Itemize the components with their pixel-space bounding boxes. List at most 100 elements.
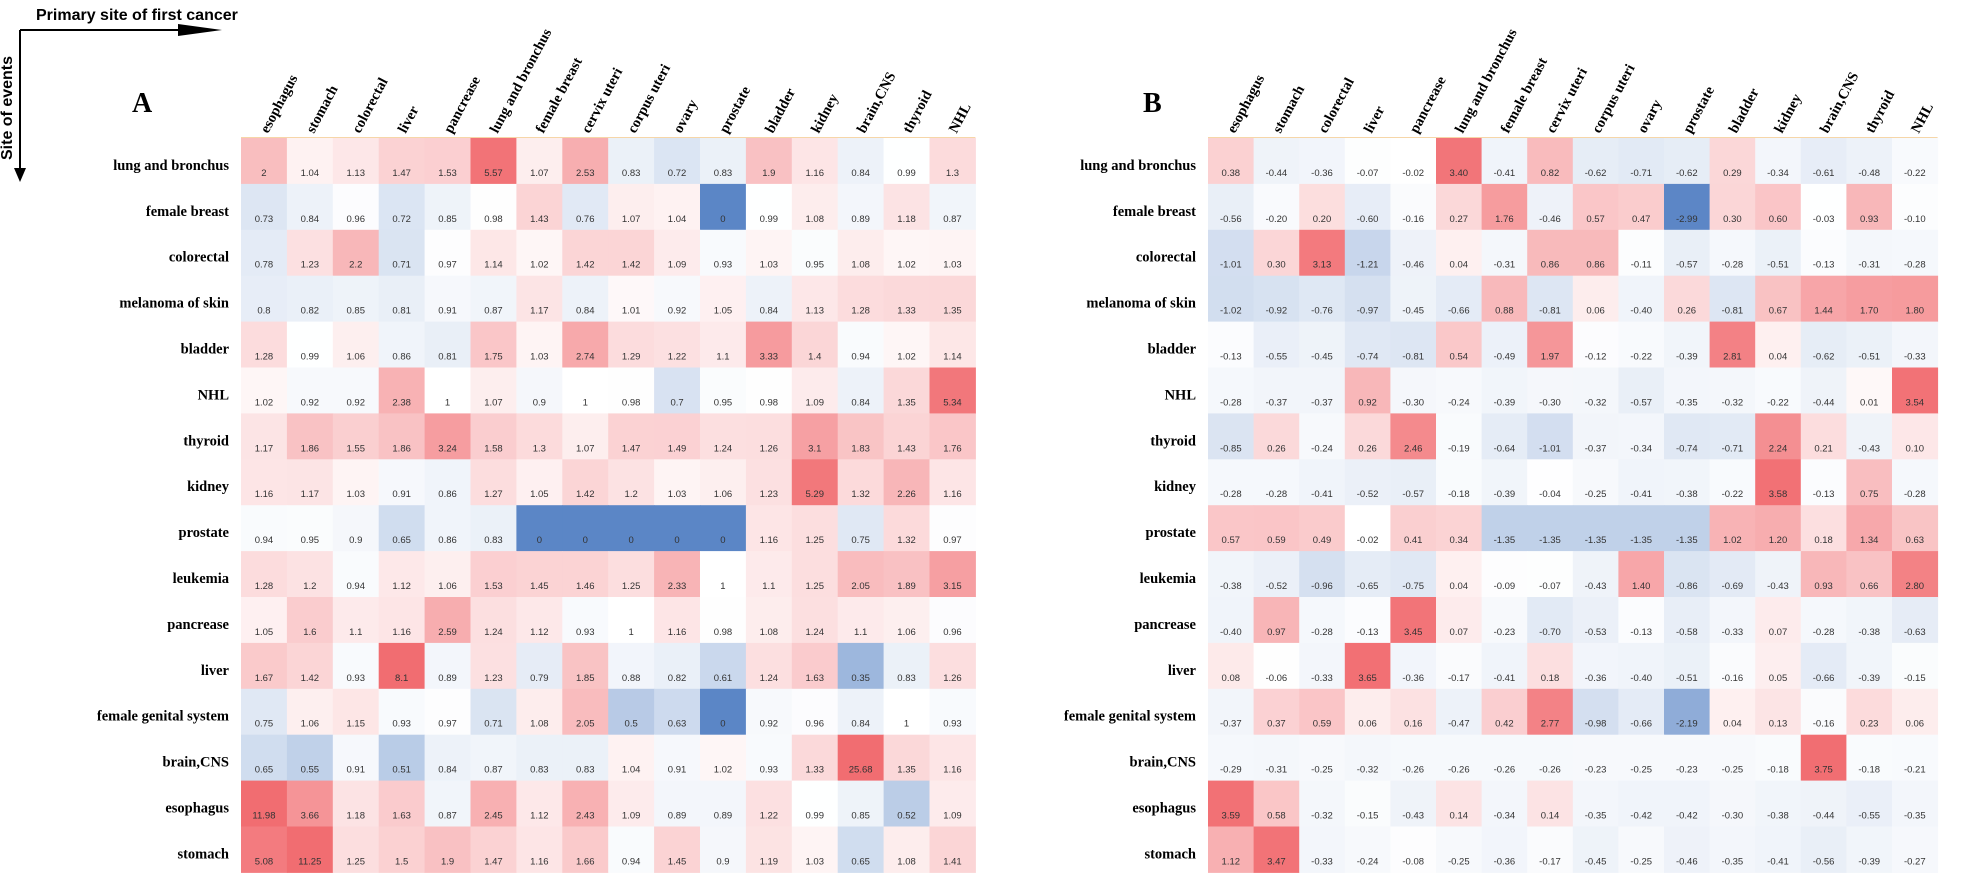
heatmap-cell: [470, 780, 517, 827]
cell-value-label: 0.65: [851, 856, 870, 867]
heatmap-cell: [745, 551, 793, 598]
heatmap-cell: [700, 413, 747, 460]
cell-value-label: 1.46: [576, 581, 595, 592]
heatmap-cell: [1299, 138, 1346, 185]
heatmap-cell: [608, 321, 655, 368]
heatmap-cell: [883, 551, 930, 598]
cell-value-label: 11.25: [298, 856, 321, 867]
heatmap-cell: [700, 367, 747, 414]
cell-value-label: 0.13: [1769, 719, 1788, 730]
cell-value-label: -0.39: [1858, 673, 1880, 684]
heatmap-cell: [1572, 734, 1619, 782]
cell-value-label: 0.18: [1814, 535, 1833, 546]
heatmap-cell: [424, 688, 471, 736]
cell-value-label: 2.80: [1906, 581, 1925, 592]
heatmap-cell: [1527, 367, 1574, 414]
cell-value-label: 0.83: [576, 765, 595, 776]
heatmap-cell: [837, 734, 885, 782]
cell-value-label: 1.45: [668, 856, 687, 867]
cell-value-label: 1.09: [668, 260, 687, 271]
heatmap-cell: [378, 597, 426, 644]
heatmap-cell: [1664, 413, 1711, 460]
heatmap-cell: [1527, 688, 1574, 736]
cell-value-label: 0.91: [438, 306, 457, 317]
heatmap-cell: [470, 597, 517, 644]
cell-value-label: 1.86: [392, 443, 411, 454]
heatmap-cell: [1709, 459, 1756, 506]
cell-value-label: -0.32: [1357, 765, 1379, 776]
row-label: stomach: [177, 846, 229, 862]
heatmap-cell: [1208, 642, 1255, 690]
heatmap-cell: [1253, 367, 1300, 414]
heatmap-cell: [1709, 597, 1756, 644]
heatmap-cell: [286, 551, 334, 598]
heatmap-cell: [1208, 597, 1255, 644]
row-label: liver: [201, 663, 230, 679]
heatmap-cell: [1253, 780, 1300, 827]
heatmap-cell: [1527, 275, 1574, 323]
cell-value-label: 0.04: [1450, 260, 1469, 271]
cell-value-label: 0.99: [897, 168, 916, 179]
cell-value-label: 0: [674, 535, 679, 546]
heatmap-cell: [608, 505, 655, 552]
heatmap-cell: [1436, 826, 1483, 873]
heatmap-cell: [470, 229, 517, 277]
cell-value-label: 1.17: [255, 443, 274, 454]
cell-value-label: 0.85: [851, 811, 870, 822]
cell-value-label: 1.05: [714, 306, 733, 317]
cell-value-label: 1.4: [808, 352, 821, 363]
heatmap-cell: [332, 229, 380, 277]
cell-value-label: -0.23: [1676, 765, 1698, 776]
heatmap-cell: [378, 642, 426, 690]
heatmap-cell: [1390, 597, 1437, 644]
cell-value-label: -0.37: [1220, 719, 1242, 730]
heatmap-cell: [791, 275, 839, 323]
heatmap-cell: [883, 734, 930, 782]
heatmap-cell: [1572, 551, 1619, 598]
heatmap-cell: [286, 367, 334, 414]
cell-value-label: 0.86: [438, 535, 457, 546]
heatmap-cell: [1299, 642, 1346, 690]
heatmap-cell: [332, 367, 380, 414]
cell-value-label: -0.44: [1813, 397, 1835, 408]
cell-value-label: 0.84: [851, 719, 870, 730]
cell-value-label: 0.01: [1860, 397, 1879, 408]
heatmap-cell: [1299, 551, 1346, 598]
heatmap-cell: [516, 780, 563, 827]
heatmap-cell: [1527, 642, 1574, 690]
heatmap-cell: [286, 780, 334, 827]
column-label: thyroid: [900, 88, 936, 136]
heatmap-cell: [241, 275, 288, 323]
heatmap-cell: [608, 413, 655, 460]
heatmap-cell: [700, 505, 747, 552]
heatmap-cell: [1892, 688, 1939, 736]
cell-value-label: -0.08: [1402, 856, 1424, 867]
cell-value-label: 1: [720, 581, 725, 592]
cell-value-label: 0.95: [806, 260, 825, 271]
heatmap-cell: [1527, 321, 1574, 368]
heatmap-cell: [929, 459, 976, 506]
heatmap-cell: [378, 229, 426, 277]
cell-value-label: 3.59: [1222, 811, 1241, 822]
row-label: leukemia: [1140, 571, 1197, 587]
x-axis-title: Primary site of first cancer: [36, 7, 238, 24]
heatmap-cell: [1892, 597, 1939, 644]
heatmap-cell: [1755, 275, 1802, 323]
cell-value-label: -0.47: [1448, 719, 1470, 730]
heatmap-cell: [424, 321, 471, 368]
heatmap-cell: [1299, 321, 1346, 368]
heatmap-cell: [424, 183, 471, 231]
cell-value-label: -0.81: [1722, 306, 1744, 317]
heatmap-cell: [654, 413, 701, 460]
cell-value-label: 0.8: [257, 306, 270, 317]
heatmap-cell: [1390, 138, 1437, 185]
cell-value-label: 0.83: [484, 535, 503, 546]
heatmap-cell: [1846, 138, 1893, 185]
heatmap-cell: [332, 275, 380, 323]
heatmap-cell: [1892, 275, 1939, 323]
cell-value-label: 5.57: [484, 168, 503, 179]
heatmap-cell: [332, 826, 380, 873]
heatmap-cell: [1572, 642, 1619, 690]
cell-value-label: -0.45: [1402, 306, 1424, 317]
cell-value-label: 0.91: [392, 489, 411, 500]
